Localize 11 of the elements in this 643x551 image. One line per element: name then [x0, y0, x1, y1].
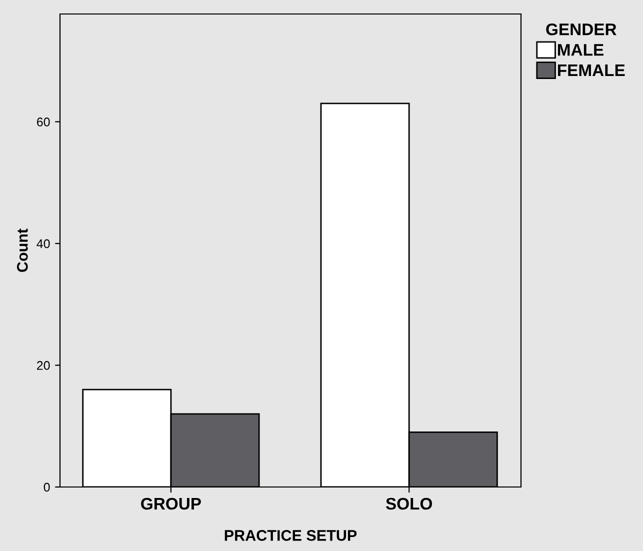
y-tick-label: 20: [37, 361, 50, 370]
x-tick-label: SOLO: [386, 498, 432, 510]
x-tick-label: GROUP: [141, 498, 201, 510]
x-axis-title: PRACTICE SETUP: [224, 530, 357, 541]
legend-title: GENDER: [546, 23, 616, 36]
y-tick-label: 60: [37, 118, 50, 126]
legend-label: FEMALE: [558, 64, 625, 76]
y-tick-label: 40: [36, 239, 50, 248]
y-axis-title: Count: [16, 228, 28, 272]
y-tick-label: 0: [44, 482, 50, 492]
legend-label: MALE: [558, 44, 604, 56]
